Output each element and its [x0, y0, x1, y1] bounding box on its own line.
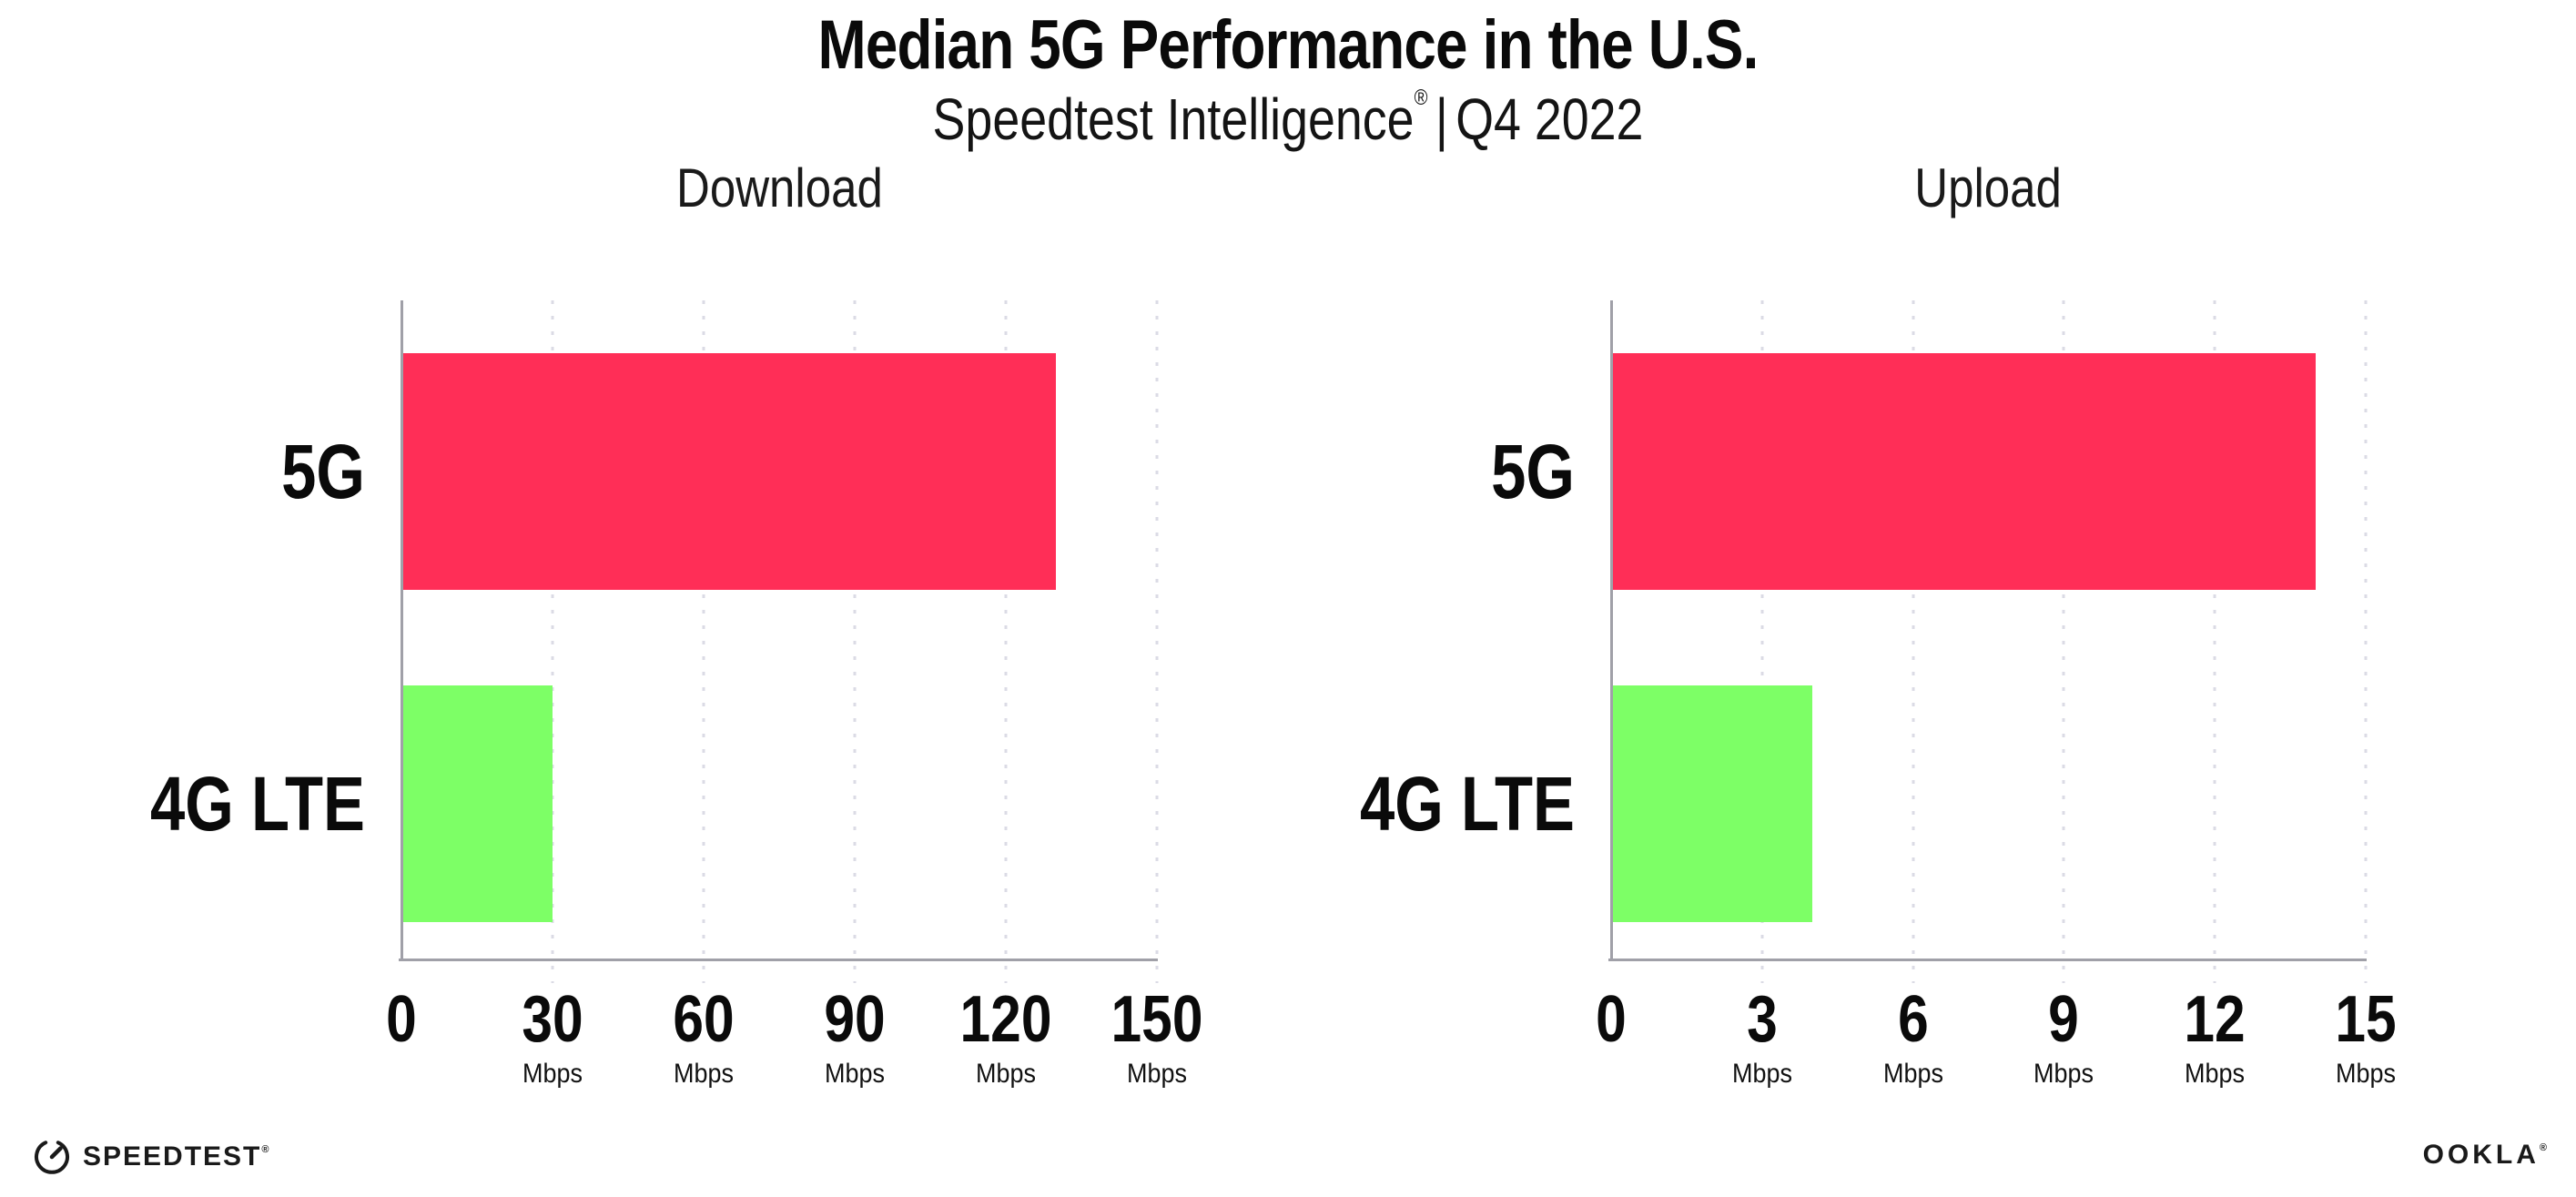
x-axis-line	[1608, 959, 2367, 961]
gridline	[1155, 300, 1159, 983]
speedtest-logo: SPEEDTEST®	[33, 1138, 269, 1176]
bar-4g-lte	[1611, 685, 1813, 922]
x-tick-value: 60	[673, 983, 735, 1056]
x-tick-value: 120	[959, 983, 1052, 1056]
x-tick-value: 15	[2335, 983, 2397, 1056]
category-label: 4G LTE	[149, 761, 365, 847]
x-tick: 3 Mbps	[1729, 987, 1795, 1089]
page-title: Median 5G Performance in the U.S.	[817, 6, 1759, 84]
x-tick-value: 0	[386, 983, 417, 1056]
subtitle-brand: Speedtest Intelligence	[932, 86, 1415, 152]
x-tick: 15 Mbps	[2329, 987, 2402, 1089]
x-tick-value: 6	[1897, 983, 1929, 1056]
ookla-registered-mark: ®	[2539, 1142, 2547, 1153]
bar-5g	[1611, 353, 2316, 590]
x-tick-unit: Mbps	[1731, 1059, 1792, 1089]
x-tick: 30 Mbps	[516, 987, 589, 1089]
y-axis-line	[401, 300, 403, 961]
x-tick: 150 Mbps	[1102, 987, 1212, 1089]
gridline	[2062, 300, 2065, 983]
gridline	[1912, 300, 1915, 983]
x-tick-value: 150	[1111, 983, 1203, 1056]
bar-4g-lte	[401, 685, 553, 922]
x-tick-unit: Mbps	[673, 1059, 735, 1089]
gridline	[2213, 300, 2216, 983]
y-axis-line	[1610, 300, 1613, 961]
x-tick: 120 Mbps	[951, 987, 1060, 1089]
x-axis-line	[399, 959, 1158, 961]
x-tick-value: 3	[1746, 983, 1778, 1056]
speedtest-registered-mark: ®	[261, 1144, 269, 1155]
x-tick: 9 Mbps	[2031, 987, 2097, 1089]
x-tick: 0	[383, 987, 420, 1052]
x-tick-value: 12	[2184, 983, 2246, 1056]
gridline	[702, 300, 705, 983]
x-tick-unit: Mbps	[522, 1059, 583, 1089]
x-tick: 90 Mbps	[818, 987, 891, 1089]
category-label: 5G	[281, 429, 365, 514]
x-tick-value: 30	[522, 983, 583, 1056]
gridline	[551, 300, 554, 983]
ookla-logo: OOKLA®	[2423, 1140, 2547, 1171]
x-tick-value: 9	[2048, 983, 2080, 1056]
gridline	[853, 300, 857, 983]
x-tick: 0	[1593, 987, 1629, 1052]
plot-area: 5G 4G LTE 0 3 Mbps 6 Mbps 9 Mbps 12 Mbps 15 Mbps	[1360, 300, 2397, 1089]
speedtest-wordmark: SPEEDTEST®	[83, 1141, 269, 1172]
page-subtitle: Speedtest Intelligence® | Q4 2022	[206, 86, 2369, 153]
chart-title-text: Upload	[1914, 157, 2063, 218]
chart-title-text: Download	[675, 157, 883, 218]
x-tick-unit: Mbps	[1126, 1059, 1188, 1089]
ookla-wordmark: OOKLA	[2422, 1140, 2540, 1170]
x-tick: 12 Mbps	[2178, 987, 2251, 1089]
x-tick-unit: Mbps	[2185, 1059, 2246, 1089]
gridline	[1004, 300, 1008, 983]
x-tick-unit: Mbps	[1882, 1059, 1943, 1089]
gridline	[2364, 300, 2368, 983]
category-label: 4G LTE	[1359, 761, 1575, 847]
x-tick-unit: Mbps	[2335, 1059, 2397, 1089]
gridline	[1760, 300, 1764, 983]
chart-title: Upload	[1611, 157, 2366, 219]
category-label: 5G	[1491, 429, 1575, 514]
x-tick-value: 0	[1596, 983, 1627, 1056]
subtitle-period: Q4 2022	[1455, 86, 1644, 152]
subtitle-separator: |	[1435, 86, 1448, 152]
chart-title: Download	[401, 157, 1157, 219]
x-tick: 60 Mbps	[667, 987, 740, 1089]
x-tick-unit: Mbps	[975, 1059, 1037, 1089]
x-tick-unit: Mbps	[2033, 1059, 2094, 1089]
speedtest-gauge-icon	[35, 1141, 69, 1174]
x-tick-value: 90	[824, 983, 886, 1056]
bar-5g	[401, 353, 1057, 590]
plot-area: 5G 4G LTE 0 30 Mbps 60 Mbps 90 Mbps 120 Mbps 150 Mbp…	[150, 300, 1202, 1089]
x-tick: 6 Mbps	[1880, 987, 1946, 1089]
x-tick-unit: Mbps	[824, 1059, 886, 1089]
registered-mark: ®	[1414, 86, 1428, 110]
